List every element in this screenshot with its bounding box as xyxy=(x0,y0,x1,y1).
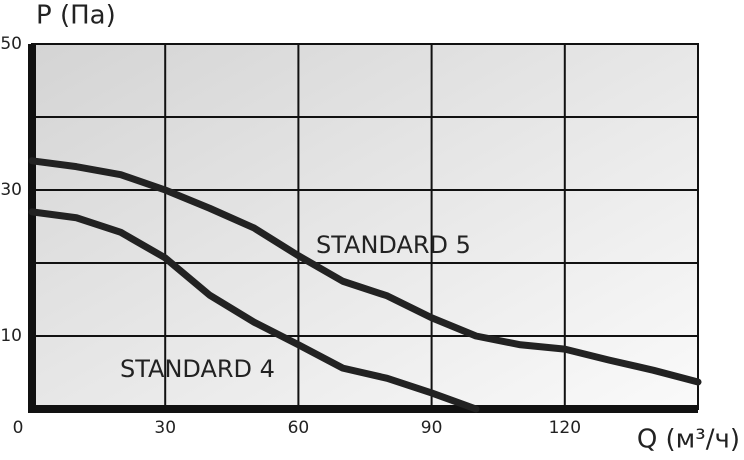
curve xyxy=(28,208,480,413)
series-label: STANDARD 5 xyxy=(316,231,471,259)
series-label: STANDARD 4 xyxy=(120,355,275,383)
plot-area xyxy=(32,44,698,409)
x-tick-label: 30 xyxy=(154,418,176,438)
y-tick-label: 30 xyxy=(0,180,22,200)
x-tick-label: 60 xyxy=(288,418,310,438)
x-tick-label: 120 xyxy=(549,418,581,438)
y-axis-title: P (Па) xyxy=(36,1,116,31)
y-tick-label: 50 xyxy=(0,34,22,54)
x-tick-label: 0 xyxy=(13,418,24,438)
x-tick-label: 90 xyxy=(421,418,443,438)
y-tick-label: 10 xyxy=(0,326,22,346)
x-axis-title: Q (м³/ч) xyxy=(637,425,740,455)
curve xyxy=(28,157,702,386)
